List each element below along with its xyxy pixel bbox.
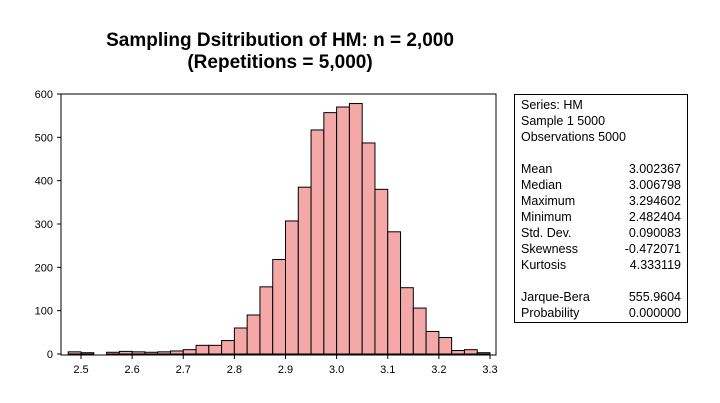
histogram-bar — [374, 188, 389, 355]
stat-value: 3.006798 — [628, 178, 681, 192]
stat-label: Minimum — [521, 210, 572, 224]
x-tick-label: 2.5 — [73, 364, 88, 376]
x-tick-label: 2.9 — [278, 364, 293, 376]
test-value: 555.9604 — [628, 290, 681, 304]
stat-row: Std. Dev. 0.090083 — [521, 225, 681, 241]
histogram-bar — [106, 351, 120, 355]
y-tick-label: 500 — [35, 132, 53, 144]
histogram-bar — [118, 350, 133, 355]
histogram-bar — [272, 259, 286, 355]
histogram-bar — [80, 352, 95, 355]
stat-row: Minimum 2.482404 — [521, 209, 681, 225]
y-tick-label: 400 — [35, 176, 53, 188]
stats-header-line: Sample 1 5000 — [521, 114, 606, 128]
histogram-bar — [412, 307, 427, 355]
histogram-bar — [208, 344, 223, 355]
y-tick-label: 100 — [35, 306, 53, 318]
stat-row: Median 3.006798 — [521, 177, 681, 193]
histogram-bar — [323, 112, 338, 355]
chart-title: Sampling Dsitribution of HM: n = 2,000 (… — [0, 30, 560, 74]
histogram-bar — [157, 351, 171, 355]
ticks-layer: 0 100 200 300 400 500 600 2.5 2.6 2.7 2.8 2.9 3.0 3.1… — [35, 89, 498, 376]
histogram-bar — [463, 349, 478, 355]
stat-label: Median — [521, 178, 562, 192]
histogram-bar — [425, 330, 440, 355]
test-label: Jarque-Bera — [521, 290, 590, 304]
stat-row: Kurtosis 4.333119 — [521, 257, 681, 273]
stats-header: Series: HM Sample 1 5000 Observations 5000 — [521, 97, 681, 145]
histogram-bar — [67, 351, 82, 355]
histogram-bar — [310, 129, 325, 355]
histogram-bar — [361, 142, 376, 355]
stats-header-line: Observations 5000 — [521, 130, 626, 144]
stat-value: 4.333119 — [629, 258, 681, 272]
histogram-bar — [246, 314, 261, 355]
histogram-bar — [400, 287, 414, 355]
test-label: Probability — [521, 306, 580, 320]
stat-label: Maximum — [521, 194, 576, 208]
stat-row: Mean 3.002367 — [521, 161, 681, 177]
stat-label: Std. Dev. — [521, 226, 572, 240]
histogram-bar — [259, 286, 274, 355]
stat-row: Skewness -0.472071 — [521, 241, 681, 257]
x-tick-label: 3.0 — [329, 364, 344, 376]
histogram-bar — [451, 350, 465, 355]
test-row: Jarque-Bera 555.9604 — [521, 289, 681, 305]
stat-value: 3.294602 — [628, 194, 681, 208]
histogram-bar — [169, 350, 184, 355]
histogram-bar — [182, 349, 197, 355]
stat-row: Maximum 3.294602 — [521, 193, 681, 209]
x-tick-label: 3.3 — [482, 364, 497, 376]
histogram-bar — [387, 231, 402, 355]
stats-tests: Jarque-Bera 555.9604 Probability 0.000000 — [521, 289, 681, 321]
histogram-bar — [348, 103, 363, 355]
chart-title-line1: Sampling Dsitribution of HM: n = 2,000 — [106, 30, 454, 51]
stat-label: Kurtosis — [521, 258, 567, 272]
y-tick-label: 200 — [35, 262, 53, 274]
histogram-bar — [221, 340, 235, 355]
test-row: Probability 0.000000 — [521, 305, 681, 321]
histogram-bar — [131, 351, 146, 355]
x-tick-label: 3.1 — [380, 364, 395, 376]
x-tick-label: 2.8 — [227, 364, 242, 376]
histogram-bar — [285, 220, 299, 355]
stat-value: 2.482404 — [628, 210, 681, 224]
stat-value: 0.090083 — [628, 226, 681, 240]
test-value: 0.000000 — [628, 306, 681, 320]
stat-value: -0.472071 — [624, 242, 681, 256]
stats-header-line: Series: HM — [521, 98, 583, 112]
stat-label: Mean — [521, 162, 553, 176]
y-tick-label: 300 — [35, 219, 53, 231]
y-tick-label: 0 — [47, 349, 53, 361]
bars-layer — [67, 103, 491, 355]
statistics-box: Series: HM Sample 1 5000 Observations 5000… — [514, 94, 688, 323]
stats-rows: Mean 3.002367 Median 3.006798 Maximum 3.29460… — [521, 161, 681, 273]
x-tick-label: 2.7 — [176, 364, 191, 376]
histogram-bar — [144, 351, 159, 355]
histogram-bar — [438, 337, 453, 355]
histogram-bar — [233, 327, 248, 355]
x-tick-label: 3.2 — [431, 364, 446, 376]
histogram-bar — [336, 106, 350, 355]
stat-label: Skewness — [521, 242, 578, 256]
histogram-bar — [476, 352, 491, 355]
stat-value: 3.002367 — [628, 162, 681, 176]
x-tick-label: 2.6 — [124, 364, 139, 376]
histogram-bar — [195, 344, 210, 355]
chart-subtitle: (Repetitions = 5,000) — [187, 52, 373, 73]
histogram-bar — [297, 186, 312, 355]
y-tick-label: 600 — [35, 89, 53, 101]
